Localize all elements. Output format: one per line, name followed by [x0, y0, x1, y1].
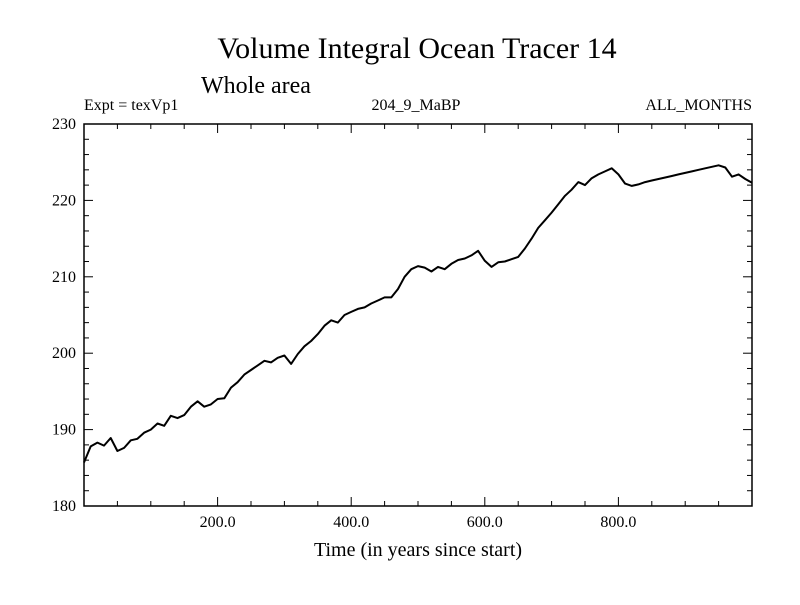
tick-labels: 200.0 400.0 600.0 800.0 180 190 200 210 220 230 — [52, 116, 636, 531]
x-tick-label: 400.0 — [333, 514, 369, 531]
y-tick-label: 210 — [52, 269, 76, 286]
chart-subtitle: Whole area — [201, 73, 311, 99]
x-tick-label: 600.0 — [467, 514, 503, 531]
months-label: ALL_MONTHS — [645, 97, 752, 114]
x-axis-label: Time (in years since start) — [314, 539, 522, 561]
axis-ticks — [84, 124, 752, 506]
y-tick-label: 230 — [52, 116, 76, 133]
y-tick-label: 190 — [52, 422, 76, 439]
series-line — [83, 164, 753, 463]
y-tick-label: 220 — [52, 192, 76, 209]
plot-frame — [83, 123, 753, 507]
period-label: 204_9_MaBP — [372, 97, 461, 114]
y-tick-label: 180 — [52, 498, 76, 515]
x-tick-label: 800.0 — [600, 514, 636, 531]
y-tick-label: 200 — [52, 345, 76, 362]
x-tick-label: 200.0 — [200, 514, 236, 531]
chart-title: Volume Integral Ocean Tracer 14 — [217, 32, 616, 65]
experiment-label: Expt = texVp1 — [84, 97, 178, 114]
